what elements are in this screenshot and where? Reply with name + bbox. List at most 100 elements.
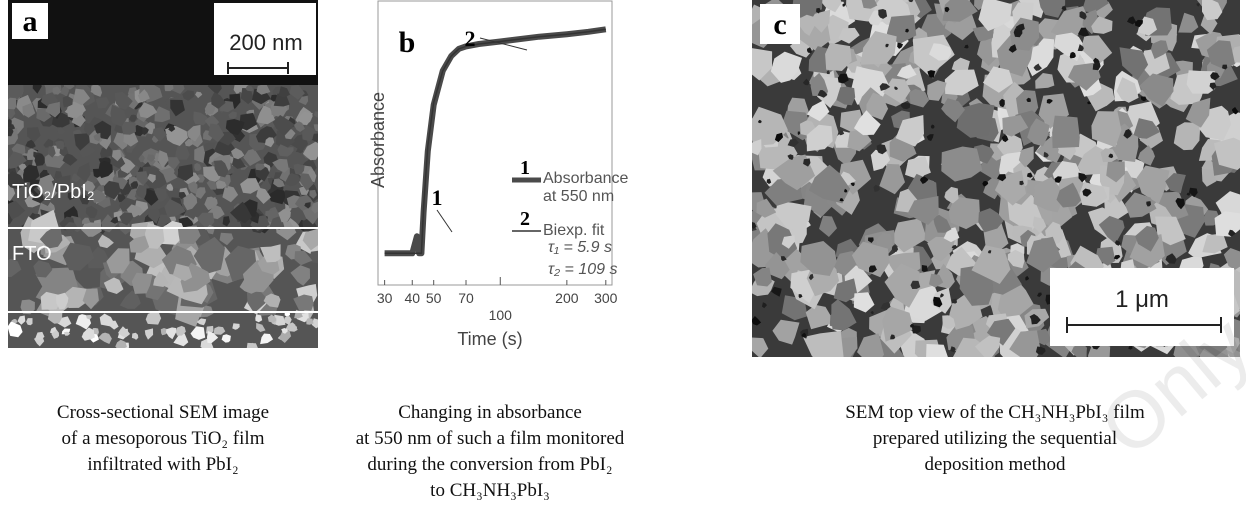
grain <box>267 314 277 323</box>
grain <box>166 183 174 191</box>
grain <box>1134 19 1143 28</box>
grain <box>114 91 133 110</box>
grain <box>153 271 169 287</box>
grain <box>8 128 14 137</box>
grain <box>62 152 78 166</box>
grain <box>1165 253 1177 264</box>
grain <box>243 148 262 166</box>
grain <box>929 273 944 288</box>
grain <box>1010 17 1040 51</box>
grain <box>948 196 981 230</box>
grain <box>26 318 33 326</box>
grain <box>40 291 61 310</box>
grain <box>1082 188 1092 197</box>
grain <box>1146 201 1151 207</box>
x-tick-label: 40 <box>404 290 420 306</box>
grain <box>1223 248 1240 270</box>
grain <box>941 146 983 182</box>
grain <box>1046 98 1053 104</box>
grain <box>148 208 161 224</box>
grain <box>801 332 806 337</box>
grain <box>896 64 917 79</box>
grain <box>281 328 288 334</box>
grain <box>1033 63 1042 71</box>
grain <box>1002 134 1009 143</box>
grain <box>1150 40 1169 59</box>
grain <box>112 149 122 162</box>
grain <box>1035 73 1055 89</box>
grain <box>1019 180 1024 186</box>
grain <box>839 198 844 202</box>
grain <box>207 85 222 95</box>
grain <box>805 304 835 330</box>
grain <box>854 110 881 136</box>
grain <box>1079 181 1108 207</box>
caption-line: deposition method <box>925 454 1066 475</box>
grain <box>774 132 784 143</box>
grain <box>850 182 855 187</box>
grain <box>838 130 845 136</box>
grain <box>982 66 1013 93</box>
grain <box>231 147 245 160</box>
grain <box>22 103 36 118</box>
grain <box>1222 64 1228 70</box>
grain <box>752 222 757 229</box>
grain <box>890 334 896 340</box>
grain <box>787 138 799 147</box>
grain <box>8 200 26 220</box>
grain <box>215 180 227 189</box>
grain <box>129 235 150 253</box>
grain <box>123 130 139 147</box>
grain <box>1135 225 1159 252</box>
grain <box>800 241 837 276</box>
grain <box>8 106 16 119</box>
grain <box>781 235 795 249</box>
grain <box>1139 73 1174 107</box>
grain <box>278 209 291 223</box>
grain <box>1078 172 1087 183</box>
grain <box>118 326 131 338</box>
grain <box>1202 233 1228 254</box>
grain <box>96 184 106 193</box>
grain <box>272 158 289 173</box>
grain <box>63 331 71 336</box>
grain <box>8 258 22 277</box>
x-tick-label: 50 <box>426 290 442 306</box>
grain <box>1209 82 1217 91</box>
grain <box>177 164 194 181</box>
grain <box>1173 122 1201 151</box>
grain <box>62 95 73 108</box>
grain <box>1026 236 1062 273</box>
grain <box>144 328 154 340</box>
fit-parameter: τ₁ = 5.9 s <box>548 239 612 256</box>
grain <box>208 123 225 143</box>
grain <box>285 322 298 332</box>
series-line <box>384 28 606 255</box>
grain <box>978 0 1013 32</box>
grain <box>311 318 318 329</box>
grain <box>921 265 928 272</box>
grain <box>190 326 206 340</box>
grain <box>1196 3 1200 7</box>
grain <box>121 121 136 135</box>
captions: Cross-sectional SEM image of a mesoporous… <box>57 402 1145 501</box>
grain <box>1081 0 1109 13</box>
grain <box>1128 345 1133 350</box>
caption-line: Changing in absorbance <box>398 402 582 423</box>
grain <box>951 298 957 304</box>
grain <box>145 311 162 325</box>
y-axis-label: Absorbance <box>368 92 388 188</box>
grain <box>1079 11 1087 20</box>
x-tick-label: 300 <box>594 290 618 306</box>
caption-line: infiltrated with PbI₂ <box>87 454 238 475</box>
grain <box>293 163 305 175</box>
grain <box>905 156 931 179</box>
grain <box>293 121 305 132</box>
grain <box>1038 0 1066 18</box>
grain <box>1081 35 1113 65</box>
grain <box>1032 216 1047 234</box>
grain <box>51 175 71 193</box>
grain <box>97 160 113 179</box>
grain <box>1052 115 1080 149</box>
